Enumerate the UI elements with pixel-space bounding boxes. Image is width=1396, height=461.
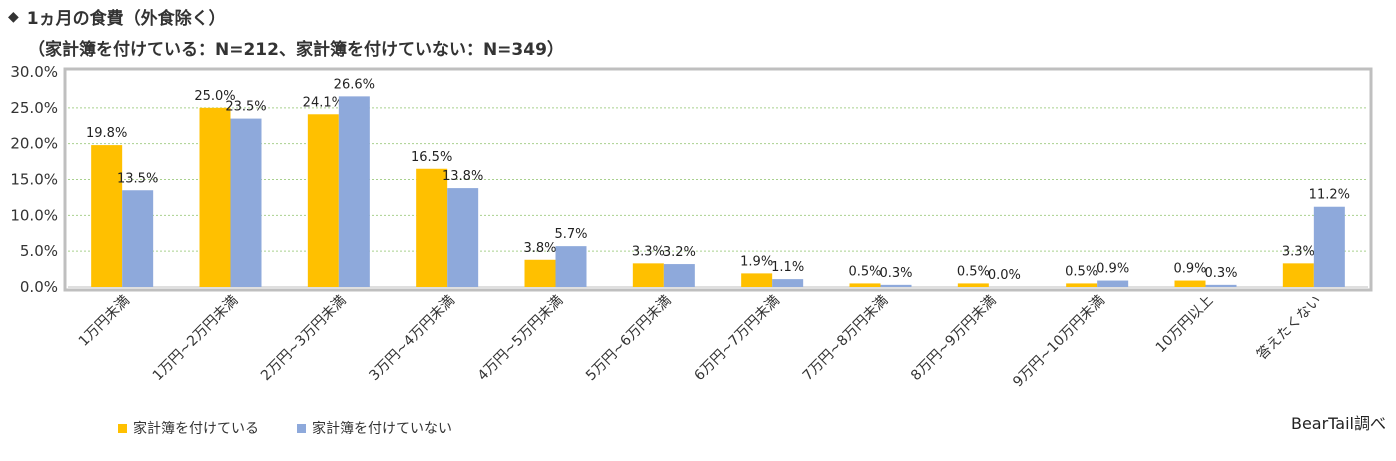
- bar-series2: [555, 246, 587, 287]
- legend-swatch-series1: [118, 423, 127, 433]
- bar-series1: [632, 263, 664, 287]
- bar-series2: [230, 118, 262, 287]
- chart-title-block: ◆ 1ヵ月の食費（外食除く） （家計簿を付けている：N=212、家計簿を付けてい…: [8, 4, 564, 61]
- bar-series1: [957, 283, 989, 287]
- x-tick-label: 1万円~2万円未満: [150, 293, 242, 385]
- data-label: 0.9%: [1173, 262, 1206, 277]
- data-label: 11.2%: [1309, 188, 1350, 203]
- chart-title: ◆ 1ヵ月の食費（外食除く）: [8, 4, 564, 30]
- data-label: 0.9%: [1096, 262, 1129, 277]
- bar-series2: [663, 264, 695, 287]
- source-credit: BearTail調べ: [1290, 414, 1386, 433]
- bar-series2: [772, 279, 804, 287]
- bar-series1: [416, 168, 448, 287]
- x-tick-label: 10万円以上: [1153, 293, 1217, 357]
- bar-series2: [1205, 284, 1237, 287]
- data-label: 0.3%: [879, 266, 912, 281]
- bar-series1: [1174, 280, 1206, 287]
- data-label: 1.9%: [740, 254, 773, 269]
- bar-series1: [524, 259, 556, 287]
- y-tick-label: 5.0%: [20, 242, 58, 260]
- y-tick-label: 20.0%: [10, 135, 58, 153]
- data-label: 13.8%: [442, 169, 483, 184]
- y-tick-label: 15.0%: [10, 171, 58, 189]
- data-label: 26.6%: [334, 77, 375, 92]
- bar-series1: [307, 114, 339, 288]
- diamond-bullet-icon: ◆: [8, 8, 19, 25]
- data-label: 16.5%: [411, 150, 452, 165]
- data-label: 0.3%: [1204, 266, 1237, 281]
- bar-series2: [1097, 280, 1129, 287]
- y-tick-label: 10.0%: [10, 206, 58, 224]
- x-tick-label: 3万円~4万円未満: [366, 293, 458, 385]
- data-label: 3.2%: [663, 245, 696, 260]
- x-tick-label: 9万円~10万円未満: [1010, 293, 1108, 391]
- data-label: 0.5%: [848, 264, 881, 279]
- bar-series2: [122, 190, 154, 287]
- bar-series1: [1066, 283, 1098, 287]
- y-tick-label: 0.0%: [20, 278, 58, 296]
- data-label: 0.5%: [957, 264, 990, 279]
- data-label: 3.8%: [523, 241, 556, 256]
- chart-legend: 家計簿を付けている 家計簿を付けていない: [118, 418, 452, 438]
- data-label: 0.0%: [988, 268, 1021, 283]
- x-tick-label: 6万円~7万円未満: [691, 293, 783, 385]
- x-tick-label: 1万円未満: [76, 293, 133, 350]
- bar-series2: [447, 188, 479, 287]
- x-tick-label: 5万円~6万円未満: [583, 293, 675, 385]
- bar-series1: [741, 273, 773, 287]
- data-label: 3.3%: [632, 244, 665, 259]
- data-label: 1.1%: [771, 260, 804, 275]
- x-tick-label: 答えたくない: [1253, 292, 1324, 363]
- legend-label-series2: 家計簿を付けていない: [312, 421, 452, 437]
- y-tick-label: 25.0%: [10, 99, 58, 117]
- x-tick-label: 7万円~8万円未満: [800, 293, 892, 385]
- bar-series1: [91, 145, 123, 287]
- plot-frame: [63, 67, 1373, 292]
- x-tick-label: 4万円~5万円未満: [475, 293, 567, 385]
- data-label: 13.5%: [117, 171, 158, 186]
- bar-series1: [849, 283, 881, 287]
- data-label: 0.5%: [1065, 264, 1098, 279]
- y-tick-label: 30.0%: [10, 63, 58, 81]
- chart-subtitle: （家計簿を付けている：N=212、家計簿を付けていない：N=349）: [28, 40, 564, 60]
- data-label: 25.0%: [194, 89, 235, 104]
- bar-series1: [199, 107, 231, 287]
- data-label: 23.5%: [225, 100, 266, 115]
- legend-item-series2: 家計簿を付けていない: [297, 418, 452, 438]
- legend-label-series1: 家計簿を付けている: [133, 421, 259, 437]
- bar-series2: [880, 284, 912, 287]
- legend-item-series1: 家計簿を付けている: [118, 418, 259, 438]
- x-tick-label: 2万円~3万円未満: [258, 293, 350, 385]
- data-label: 5.7%: [554, 227, 587, 242]
- data-label: 24.1%: [303, 95, 344, 110]
- legend-swatch-series2: [297, 423, 306, 433]
- chart-title-text: 1ヵ月の食費（外食除く）: [26, 9, 226, 29]
- data-label: 19.8%: [86, 126, 127, 141]
- bar-series1: [1282, 263, 1314, 287]
- data-label: 3.3%: [1282, 244, 1315, 259]
- bar-series2: [338, 96, 370, 287]
- x-tick-label: 8万円~9万円未満: [908, 293, 1000, 385]
- bar-series2: [1313, 206, 1345, 287]
